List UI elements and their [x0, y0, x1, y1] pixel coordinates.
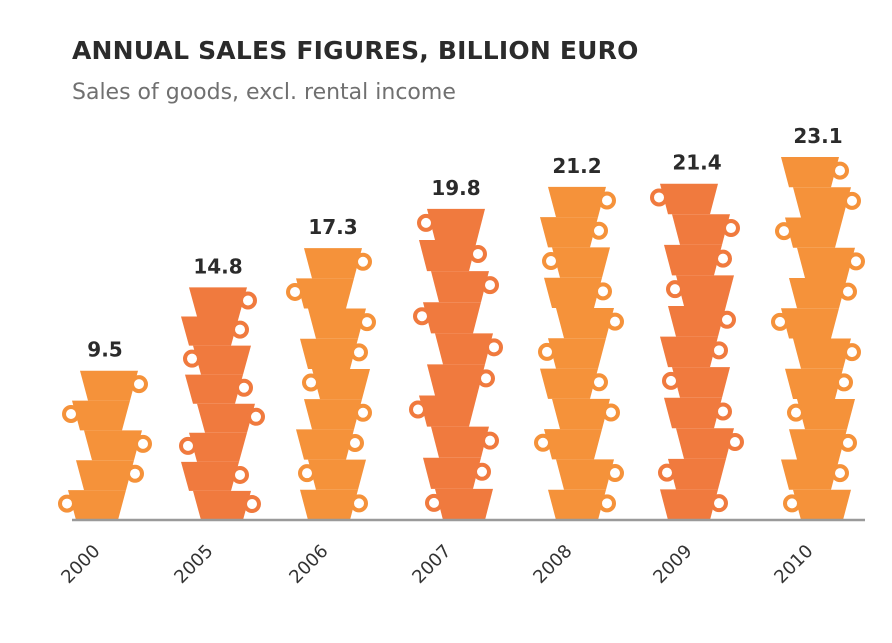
cup-mark	[548, 186, 616, 218]
cup-mark	[548, 489, 616, 520]
cup-mark	[62, 400, 130, 431]
cup-mark	[660, 336, 728, 368]
bar	[409, 208, 503, 520]
cup-mark	[435, 333, 503, 365]
cup-mark	[540, 217, 608, 248]
x-tick-label: 2006	[285, 541, 332, 588]
cup-mark	[185, 374, 253, 404]
x-tick-label: 2007	[408, 541, 455, 588]
cup-mark	[783, 489, 851, 520]
cup-mark	[556, 308, 624, 339]
cup-mark	[556, 459, 624, 490]
cup-mark	[793, 338, 861, 369]
cup-mark	[304, 248, 372, 279]
bar	[286, 248, 376, 520]
value-label: 19.8	[431, 176, 480, 200]
cup-mark	[431, 426, 499, 458]
cup-mark	[423, 457, 491, 489]
value-label: 9.5	[87, 338, 122, 362]
x-tick-label: 2009	[649, 541, 696, 588]
bar	[534, 186, 624, 520]
cup-mark	[76, 460, 144, 491]
value-label: 14.8	[193, 254, 242, 278]
cup-mark	[664, 397, 732, 429]
cup-mark	[534, 429, 602, 460]
x-tick-labels-group: 2000 2005 2006 2007 2008 2009 2010	[57, 541, 817, 588]
cup-mark	[181, 316, 249, 346]
bar	[179, 287, 265, 520]
cup-mark	[304, 399, 372, 430]
cup-mark	[181, 461, 249, 491]
value-labels-group: 9.5 14.8 17.3 19.8 21.2 21.4 23.1	[87, 124, 842, 362]
cup-mark	[538, 338, 606, 369]
cup-mark	[544, 277, 612, 308]
cup-mark	[540, 368, 608, 399]
value-label: 17.3	[308, 215, 357, 239]
cup-mark	[183, 345, 251, 375]
x-tick-label: 2005	[170, 541, 217, 588]
cup-mark	[552, 398, 620, 430]
cup-mark	[672, 214, 740, 245]
cup-mark	[650, 183, 718, 215]
cup-mark	[302, 368, 370, 400]
cup-mark	[542, 247, 610, 278]
cup-mark	[308, 308, 376, 339]
cup-mark	[80, 370, 148, 401]
bar	[650, 183, 744, 520]
cup-mark	[781, 157, 849, 188]
cup-mark	[797, 247, 865, 278]
cup-mark	[286, 278, 354, 309]
cup-mark	[193, 490, 261, 520]
cup-mark	[419, 239, 487, 272]
cup-mark	[298, 459, 366, 490]
cup-mark	[771, 308, 839, 339]
cup-mark	[668, 306, 736, 337]
cup-mark	[662, 367, 730, 398]
cup-mark	[658, 458, 726, 490]
cup-mark	[58, 490, 126, 520]
cup-mark	[425, 488, 493, 520]
cup-mark	[300, 489, 368, 520]
chart-title: ANNUAL SALES FIGURES, BILLION EURO	[72, 36, 639, 65]
cup-mark	[197, 403, 265, 433]
chart-subtitle: Sales of goods, excl. rental income	[72, 80, 456, 105]
cup-mark	[666, 275, 734, 306]
cup-mark	[296, 429, 364, 460]
cup-mark	[300, 338, 368, 369]
cup-mark	[417, 208, 485, 240]
cup-mark	[781, 459, 849, 490]
cup-mark	[787, 399, 855, 430]
cup-mark	[409, 395, 477, 427]
cup-mark	[775, 217, 843, 248]
bar	[771, 157, 865, 520]
cup-mark	[431, 271, 499, 303]
x-tick-label: 2010	[770, 541, 817, 588]
bar	[58, 370, 152, 520]
cup-mark	[413, 302, 481, 334]
value-label: 21.2	[552, 154, 601, 178]
cup-mark	[179, 432, 247, 462]
cup-mark	[676, 428, 744, 459]
cup-mark	[789, 278, 857, 309]
cup-mark	[84, 430, 152, 461]
cup-mark	[789, 429, 857, 460]
x-tick-label: 2008	[529, 541, 576, 588]
cup-mark	[793, 187, 861, 218]
value-label: 21.4	[672, 151, 721, 175]
cup-mark	[189, 287, 257, 317]
bars-group	[58, 157, 865, 520]
value-label: 23.1	[793, 124, 842, 148]
cup-mark	[664, 244, 732, 276]
cup-mark	[427, 364, 495, 396]
cup-mark	[785, 368, 853, 399]
cup-mark	[660, 489, 728, 520]
x-tick-label: 2000	[57, 541, 104, 588]
